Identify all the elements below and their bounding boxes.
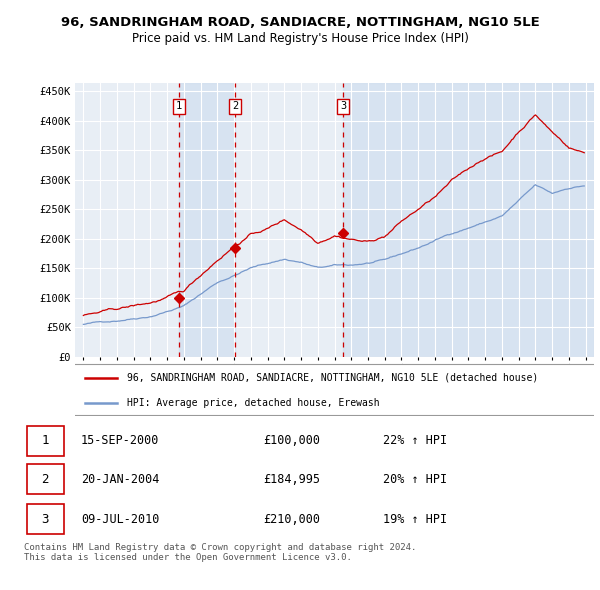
Text: 1: 1 — [41, 434, 49, 447]
Text: 96, SANDRINGHAM ROAD, SANDIACRE, NOTTINGHAM, NG10 5LE: 96, SANDRINGHAM ROAD, SANDIACRE, NOTTING… — [61, 16, 539, 29]
FancyBboxPatch shape — [27, 504, 64, 535]
Text: £184,995: £184,995 — [263, 473, 320, 486]
Text: Price paid vs. HM Land Registry's House Price Index (HPI): Price paid vs. HM Land Registry's House … — [131, 32, 469, 45]
Bar — [179, 83, 235, 357]
Text: Contains HM Land Registry data © Crown copyright and database right 2024.
This d: Contains HM Land Registry data © Crown c… — [24, 543, 416, 562]
Text: 09-JUL-2010: 09-JUL-2010 — [81, 513, 160, 526]
FancyBboxPatch shape — [27, 425, 64, 456]
Bar — [343, 83, 594, 357]
Text: £100,000: £100,000 — [263, 434, 320, 447]
Text: 20-JAN-2004: 20-JAN-2004 — [81, 473, 160, 486]
Text: 3: 3 — [41, 513, 49, 526]
Text: HPI: Average price, detached house, Erewash: HPI: Average price, detached house, Erew… — [127, 398, 380, 408]
Text: £210,000: £210,000 — [263, 513, 320, 526]
FancyBboxPatch shape — [27, 464, 64, 494]
Text: 96, SANDRINGHAM ROAD, SANDIACRE, NOTTINGHAM, NG10 5LE (detached house): 96, SANDRINGHAM ROAD, SANDIACRE, NOTTING… — [127, 373, 538, 383]
Text: 3: 3 — [340, 101, 346, 111]
Text: 15-SEP-2000: 15-SEP-2000 — [81, 434, 160, 447]
Text: 22% ↑ HPI: 22% ↑ HPI — [383, 434, 447, 447]
Text: 2: 2 — [232, 101, 238, 111]
Text: 2: 2 — [41, 473, 49, 486]
Text: 20% ↑ HPI: 20% ↑ HPI — [383, 473, 447, 486]
FancyBboxPatch shape — [73, 364, 596, 415]
Text: 19% ↑ HPI: 19% ↑ HPI — [383, 513, 447, 526]
Text: 1: 1 — [176, 101, 182, 111]
